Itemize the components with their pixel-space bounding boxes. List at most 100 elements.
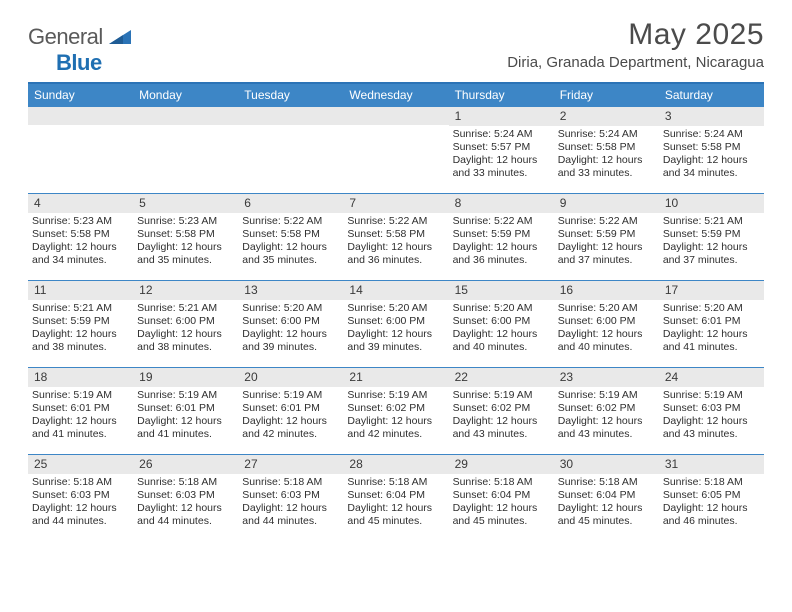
sunset-text: Sunset: 5:58 PM xyxy=(137,228,234,241)
sunset-text: Sunset: 5:58 PM xyxy=(242,228,339,241)
sunset-text: Sunset: 6:03 PM xyxy=(32,489,129,502)
day-cell: 3Sunrise: 5:24 AMSunset: 5:58 PMDaylight… xyxy=(659,107,764,193)
week-row: 4Sunrise: 5:23 AMSunset: 5:58 PMDaylight… xyxy=(28,193,764,280)
daylight-text: Daylight: 12 hours and 34 minutes. xyxy=(663,154,760,180)
sunset-text: Sunset: 6:02 PM xyxy=(453,402,550,415)
day-number: 31 xyxy=(659,455,764,474)
sunset-text: Sunset: 6:01 PM xyxy=(663,315,760,328)
sunset-text: Sunset: 6:04 PM xyxy=(558,489,655,502)
sunset-text: Sunset: 5:58 PM xyxy=(32,228,129,241)
day-header: Wednesday xyxy=(343,84,448,106)
daylight-text: Daylight: 12 hours and 39 minutes. xyxy=(347,328,444,354)
day-number: 7 xyxy=(343,194,448,213)
sunrise-text: Sunrise: 5:19 AM xyxy=(242,389,339,402)
day-header: Sunday xyxy=(28,84,133,106)
sunset-text: Sunset: 6:00 PM xyxy=(347,315,444,328)
day-cell: 5Sunrise: 5:23 AMSunset: 5:58 PMDaylight… xyxy=(133,194,238,280)
day-number: 20 xyxy=(238,368,343,387)
brand-logo: General Blue xyxy=(28,24,131,76)
day-number: 24 xyxy=(659,368,764,387)
sunrise-text: Sunrise: 5:18 AM xyxy=(453,476,550,489)
day-number: 27 xyxy=(238,455,343,474)
daylight-text: Daylight: 12 hours and 33 minutes. xyxy=(453,154,550,180)
daylight-text: Daylight: 12 hours and 42 minutes. xyxy=(242,415,339,441)
daylight-text: Daylight: 12 hours and 40 minutes. xyxy=(558,328,655,354)
daylight-text: Daylight: 12 hours and 44 minutes. xyxy=(242,502,339,528)
sunrise-text: Sunrise: 5:23 AM xyxy=(137,215,234,228)
daylight-text: Daylight: 12 hours and 38 minutes. xyxy=(32,328,129,354)
day-number: 26 xyxy=(133,455,238,474)
day-cell: 17Sunrise: 5:20 AMSunset: 6:01 PMDayligh… xyxy=(659,281,764,367)
day-cell: 7Sunrise: 5:22 AMSunset: 5:58 PMDaylight… xyxy=(343,194,448,280)
daylight-text: Daylight: 12 hours and 44 minutes. xyxy=(32,502,129,528)
day-cell xyxy=(238,107,343,193)
sunrise-text: Sunrise: 5:22 AM xyxy=(558,215,655,228)
sunrise-text: Sunrise: 5:18 AM xyxy=(137,476,234,489)
day-header: Monday xyxy=(133,84,238,106)
daylight-text: Daylight: 12 hours and 38 minutes. xyxy=(137,328,234,354)
weeks-container: 1Sunrise: 5:24 AMSunset: 5:57 PMDaylight… xyxy=(28,106,764,541)
day-cell: 29Sunrise: 5:18 AMSunset: 6:04 PMDayligh… xyxy=(449,455,554,541)
daylight-text: Daylight: 12 hours and 44 minutes. xyxy=(137,502,234,528)
day-cell: 25 Sunrise: 5:18 AMSunset: 6:03 PMDayligh… xyxy=(28,455,133,541)
day-number: 25 xyxy=(28,455,133,474)
daylight-text: Daylight: 12 hours and 41 minutes. xyxy=(32,415,129,441)
day-cell: 20Sunrise: 5:19 AMSunset: 6:01 PMDayligh… xyxy=(238,368,343,454)
day-number: 10 xyxy=(659,194,764,213)
day-number: 12 xyxy=(133,281,238,300)
day-cell: 2Sunrise: 5:24 AMSunset: 5:58 PMDaylight… xyxy=(554,107,659,193)
daylight-text: Daylight: 12 hours and 41 minutes. xyxy=(663,328,760,354)
triangle-icon xyxy=(109,24,131,38)
sunset-text: Sunset: 6:03 PM xyxy=(242,489,339,502)
day-number: 14 xyxy=(343,281,448,300)
day-number: 8 xyxy=(449,194,554,213)
sunrise-text: Sunrise: 5:19 AM xyxy=(453,389,550,402)
day-cell: 27Sunrise: 5:18 AMSunset: 6:03 PMDayligh… xyxy=(238,455,343,541)
daylight-text: Daylight: 12 hours and 41 minutes. xyxy=(137,415,234,441)
daylight-text: Daylight: 12 hours and 45 minutes. xyxy=(558,502,655,528)
sunset-text: Sunset: 6:01 PM xyxy=(32,402,129,415)
day-cell: 21Sunrise: 5:19 AMSunset: 6:02 PMDayligh… xyxy=(343,368,448,454)
day-number: 2 xyxy=(554,107,659,126)
daylight-text: Daylight: 12 hours and 36 minutes. xyxy=(347,241,444,267)
daylight-text: Daylight: 12 hours and 45 minutes. xyxy=(347,502,444,528)
daylight-text: Daylight: 12 hours and 39 minutes. xyxy=(242,328,339,354)
day-cell: 15Sunrise: 5:20 AMSunset: 6:00 PMDayligh… xyxy=(449,281,554,367)
sunrise-text: Sunrise: 5:21 AM xyxy=(663,215,760,228)
day-cell: 10Sunrise: 5:21 AMSunset: 5:59 PMDayligh… xyxy=(659,194,764,280)
sunset-text: Sunset: 6:00 PM xyxy=(242,315,339,328)
sunset-text: Sunset: 5:58 PM xyxy=(347,228,444,241)
sunrise-text: Sunrise: 5:20 AM xyxy=(558,302,655,315)
daylight-text: Daylight: 12 hours and 42 minutes. xyxy=(347,415,444,441)
day-cell: 26Sunrise: 5:18 AMSunset: 6:03 PMDayligh… xyxy=(133,455,238,541)
daylight-text: Daylight: 12 hours and 45 minutes. xyxy=(453,502,550,528)
sunrise-text: Sunrise: 5:20 AM xyxy=(347,302,444,315)
sunrise-text: Sunrise: 5:18 AM xyxy=(32,476,129,489)
day-number xyxy=(28,107,133,125)
day-cell: 8Sunrise: 5:22 AMSunset: 5:59 PMDaylight… xyxy=(449,194,554,280)
day-cell: 6Sunrise: 5:22 AMSunset: 5:58 PMDaylight… xyxy=(238,194,343,280)
sunrise-text: Sunrise: 5:22 AM xyxy=(242,215,339,228)
brand-name: General Blue xyxy=(28,24,131,76)
day-cell: 9Sunrise: 5:22 AMSunset: 5:59 PMDaylight… xyxy=(554,194,659,280)
sunset-text: Sunset: 6:04 PM xyxy=(347,489,444,502)
sunrise-text: Sunrise: 5:20 AM xyxy=(663,302,760,315)
daylight-text: Daylight: 12 hours and 34 minutes. xyxy=(32,241,129,267)
sunrise-text: Sunrise: 5:19 AM xyxy=(137,389,234,402)
header: General Blue May 2025 Diria, Granada Dep… xyxy=(28,18,764,76)
day-number: 30 xyxy=(554,455,659,474)
page-title: May 2025 xyxy=(507,18,764,52)
sunset-text: Sunset: 6:02 PM xyxy=(558,402,655,415)
day-cell: 16Sunrise: 5:20 AMSunset: 6:00 PMDayligh… xyxy=(554,281,659,367)
daylight-text: Daylight: 12 hours and 43 minutes. xyxy=(453,415,550,441)
day-number: 9 xyxy=(554,194,659,213)
sunset-text: Sunset: 6:00 PM xyxy=(558,315,655,328)
sunrise-text: Sunrise: 5:20 AM xyxy=(242,302,339,315)
day-number xyxy=(238,107,343,125)
day-cell xyxy=(28,107,133,193)
sunset-text: Sunset: 6:03 PM xyxy=(663,402,760,415)
sunrise-text: Sunrise: 5:18 AM xyxy=(347,476,444,489)
daylight-text: Daylight: 12 hours and 35 minutes. xyxy=(137,241,234,267)
sunrise-text: Sunrise: 5:24 AM xyxy=(663,128,760,141)
sunrise-text: Sunrise: 5:23 AM xyxy=(32,215,129,228)
